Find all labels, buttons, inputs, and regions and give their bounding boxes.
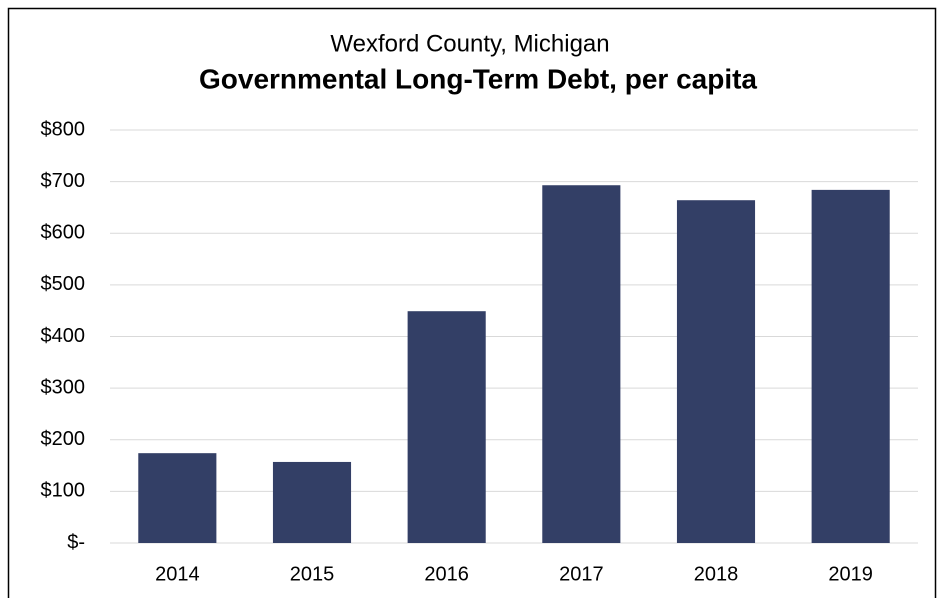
chart-subtitle: Wexford County, Michigan (330, 30, 609, 57)
y-tick-label: $300 (41, 376, 86, 398)
y-tick-label: $600 (41, 222, 86, 244)
bar (676, 200, 756, 543)
x-tick-label: 2018 (694, 563, 739, 585)
bar (138, 453, 217, 543)
bar (407, 311, 486, 543)
y-tick-label: $800 (41, 118, 86, 140)
x-tick-label: 2017 (559, 563, 604, 585)
x-tick-label: 2019 (828, 563, 873, 585)
y-tick-label: $200 (41, 428, 86, 450)
y-tick-label: $700 (41, 170, 86, 192)
x-tick-label: 2014 (155, 563, 200, 585)
bar (811, 189, 890, 543)
bar (542, 185, 621, 543)
y-tick-label: $100 (41, 480, 86, 502)
y-tick-label: $500 (41, 273, 86, 295)
bar (272, 461, 352, 543)
y-tick-label: $- (67, 531, 85, 553)
x-tick-label: 2016 (424, 563, 469, 585)
x-tick-label: 2015 (290, 563, 335, 585)
chart-title: Governmental Long-Term Debt, per capita (199, 63, 757, 94)
y-tick-label: $400 (41, 325, 86, 347)
